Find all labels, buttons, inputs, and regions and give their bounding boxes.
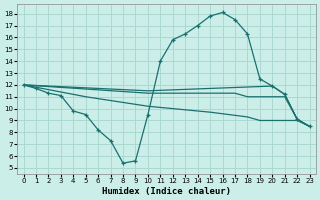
X-axis label: Humidex (Indice chaleur): Humidex (Indice chaleur) [102,187,231,196]
